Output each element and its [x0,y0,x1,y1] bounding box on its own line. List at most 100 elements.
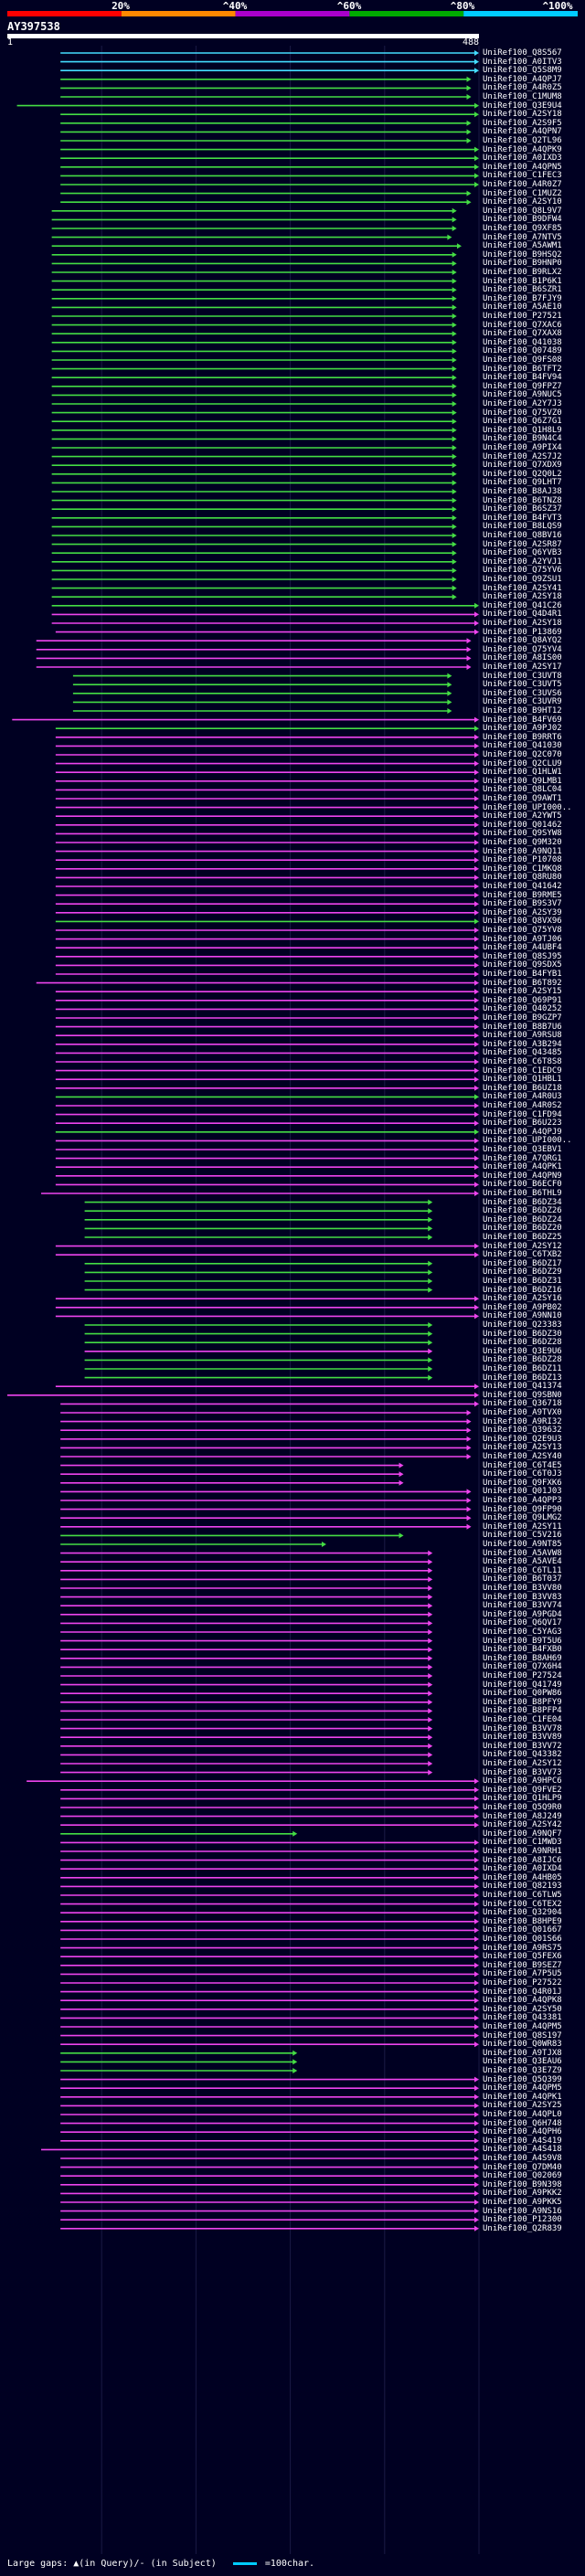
hit-label[interactable]: UniRef100_C6T0J3 [483,1469,562,1479]
hit-label[interactable]: UniRef100_Q75YV6 [483,566,562,576]
hit-label[interactable]: UniRef100_A9NQF7 [483,1829,562,1839]
hit-label[interactable]: UniRef100_B3VV83 [483,1592,562,1602]
hit-label[interactable]: UniRef100_Q01S66 [483,1935,562,1944]
hit-label[interactable]: UniRef100_Q9AWT1 [483,794,562,803]
hit-label[interactable]: UniRef100_Q1HBL1 [483,1075,562,1085]
hit-label[interactable]: UniRef100_A2S9F5 [483,118,562,128]
hit-label[interactable]: UniRef100_A9TJ06 [483,934,562,944]
hit-label[interactable]: UniRef100_Q2TL96 [483,136,562,145]
hit-label[interactable]: UniRef100_Q9FXK6 [483,1478,562,1488]
hit-label[interactable]: UniRef100_P27522 [483,1978,562,1988]
hit-label[interactable]: UniRef100_A5AWM1 [483,241,562,251]
hit-label[interactable]: UniRef100_A9PKK5 [483,2198,562,2207]
hit-label[interactable]: UniRef100_P27524 [483,1671,562,1680]
hit-label[interactable]: UniRef100_B6DZ11 [483,1364,562,1373]
hit-label[interactable]: UniRef100_P10708 [483,855,562,865]
hit-label[interactable]: UniRef100_A4S419 [483,2136,562,2146]
hit-label[interactable]: UniRef100_A4QPK8 [483,1996,562,2006]
hit-label[interactable]: UniRef100_Q7XDX9 [483,461,562,471]
hit-label[interactable]: UniRef100_B9HSQ2 [483,249,562,260]
hit-label[interactable]: UniRef100_Q7DM40 [483,2162,562,2172]
hit-label[interactable]: UniRef100_B9RRT6 [483,732,562,742]
hit-label[interactable]: UniRef100_Q6YVB3 [483,548,562,558]
hit-label[interactable]: UniRef100_B9GZP7 [483,1013,562,1023]
hit-label[interactable]: UniRef100_A8IJC6 [483,1855,562,1865]
hit-label[interactable]: UniRef100_Q8BV16 [483,531,562,540]
hit-label[interactable]: UniRef100_B9SEZ7 [483,1960,562,1970]
hit-label[interactable]: UniRef100_A9NN10 [483,1311,562,1321]
hit-label[interactable]: UniRef100_Q01667 [483,1925,562,1935]
hit-label[interactable]: UniRef100_Q07489 [483,346,562,356]
hit-label[interactable]: UniRef100_B6T037 [483,1574,562,1585]
hit-label[interactable]: UniRef100_Q6Z7G1 [483,417,562,427]
hit-label[interactable]: UniRef100_Q9M320 [483,838,562,847]
hit-label[interactable]: UniRef100_A9PJ02 [483,724,562,734]
hit-label[interactable]: UniRef100_Q39632 [483,1426,562,1436]
hit-label[interactable]: UniRef100_B6TFT2 [483,364,562,374]
hit-label[interactable]: UniRef100_A4QPK9 [483,144,562,154]
hit-label[interactable]: UniRef100_A4S9V8 [483,2154,562,2163]
hit-label[interactable]: UniRef100_C3UVR9 [483,697,562,707]
hit-label[interactable]: UniRef100_Q4R01J [483,1987,562,1997]
hit-label[interactable]: UniRef100_Q8S567 [483,48,562,58]
hit-label[interactable]: UniRef100_A2SY18 [483,592,562,602]
hit-label[interactable]: UniRef100_A2SY42 [483,1820,562,1830]
hit-label[interactable]: UniRef100_B8PFP4 [483,1706,562,1716]
hit-label[interactable]: UniRef100_Q41030 [483,741,562,751]
hit-label[interactable]: UniRef100_B6DZ17 [483,1258,562,1268]
hit-label[interactable]: UniRef100_B9RME5 [483,890,562,900]
hit-label[interactable]: UniRef100_Q3EAU6 [483,2057,562,2067]
hit-label[interactable]: UniRef100_B6DZ30 [483,1329,562,1339]
hit-label[interactable]: UniRef100_A2Y7J3 [483,399,562,408]
hit-label[interactable]: UniRef100_C1FEC3 [483,171,562,181]
hit-label[interactable]: UniRef100_A7QRG1 [483,1153,562,1163]
hit-label[interactable]: UniRef100_A4R0Z7 [483,180,562,189]
hit-label[interactable]: UniRef100_B9RLX2 [483,268,562,277]
hit-label[interactable]: UniRef100_Q9SYW8 [483,829,562,839]
hit-label[interactable]: UniRef100_Q9XF85 [483,224,562,233]
hit-label[interactable]: UniRef100_A7P5U5 [483,1969,562,1979]
hit-label[interactable]: UniRef100_Q6QV17 [483,1618,562,1628]
hit-label[interactable]: UniRef100_Q1HLP9 [483,1794,562,1804]
hit-label[interactable]: UniRef100_A9RI32 [483,1416,562,1426]
hit-label[interactable]: UniRef100_B9S3V7 [483,899,562,909]
hit-label[interactable]: UniRef100_Q9FVE2 [483,1785,562,1795]
hit-label[interactable]: UniRef100_A2SY17 [483,663,562,672]
hit-label[interactable]: UniRef100_Q0PW86 [483,1689,562,1699]
hit-label[interactable]: UniRef100_B6THL9 [483,1189,562,1198]
hit-label[interactable]: UniRef100_Q4D4R1 [483,610,562,620]
hit-label[interactable]: UniRef100_Q5Q9R0 [483,1803,562,1812]
hit-label[interactable]: UniRef100_A2YWT5 [483,811,562,822]
hit-label[interactable]: UniRef100_A7NTV5 [483,232,562,242]
hit-label[interactable]: UniRef100_C1MUZ2 [483,188,562,198]
hit-label[interactable]: UniRef100_Q41C26 [483,600,562,610]
hit-label[interactable]: UniRef100_Q5S8M9 [483,66,562,76]
hit-label[interactable]: UniRef100_A2SY11 [483,1521,562,1532]
hit-label[interactable]: UniRef100_B4FXB0 [483,1645,562,1655]
hit-label[interactable]: UniRef100_Q2E9U3 [483,1434,562,1444]
hit-label[interactable]: UniRef100_Q43485 [483,1048,562,1058]
hit-label[interactable]: UniRef100_A4QPJ7 [483,74,562,84]
hit-label[interactable]: UniRef100_Q82193 [483,1882,562,1892]
hit-label[interactable]: UniRef100_A4QPP3 [483,1496,562,1505]
hit-label[interactable]: UniRef100_A2SR87 [483,539,562,549]
hit-label[interactable]: UniRef100_B6DZ31 [483,1277,562,1286]
hit-label[interactable]: UniRef100_A2SY41 [483,583,562,593]
hit-label[interactable]: UniRef100_A4QPH6 [483,2127,562,2137]
hit-label[interactable]: UniRef100_A2SY39 [483,907,562,917]
hit-label[interactable]: UniRef100_Q23383 [483,1320,562,1330]
hit-label[interactable]: UniRef100_C6TXB2 [483,1250,562,1260]
hit-label[interactable]: UniRef100_A9PIX4 [483,443,562,452]
hit-label[interactable]: UniRef100_A9NS16 [483,2206,562,2216]
hit-label[interactable]: UniRef100_B6DZ13 [483,1373,562,1383]
hit-label[interactable]: UniRef100_A4QPN9 [483,1171,562,1181]
hit-label[interactable]: UniRef100_Q9LMG2 [483,1513,562,1523]
hit-label[interactable]: UniRef100_B4FYB1 [483,970,562,979]
hit-label[interactable]: UniRef100_A4UBF4 [483,943,562,953]
hit-label[interactable]: UniRef100_A9NT85 [483,1540,562,1549]
hit-label[interactable]: UniRef100_Q6H748 [483,2118,562,2128]
hit-label[interactable]: UniRef100_B6DZ24 [483,1214,562,1224]
hit-label[interactable]: UniRef100_B6SZR1 [483,285,562,295]
hit-label[interactable]: UniRef100_B1P6K1 [483,276,562,286]
hit-label[interactable]: UniRef100_A9RSU8 [483,1031,562,1041]
